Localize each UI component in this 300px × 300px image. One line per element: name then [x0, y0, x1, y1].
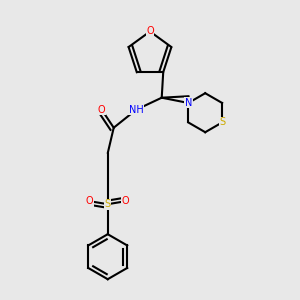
- Text: NH: NH: [129, 105, 144, 115]
- Text: S: S: [219, 118, 225, 128]
- Text: O: O: [146, 26, 154, 37]
- Text: S: S: [105, 199, 111, 209]
- Text: N: N: [185, 98, 192, 108]
- Text: O: O: [146, 26, 154, 37]
- Text: O: O: [122, 196, 130, 206]
- Text: O: O: [98, 105, 106, 115]
- Text: O: O: [86, 196, 94, 206]
